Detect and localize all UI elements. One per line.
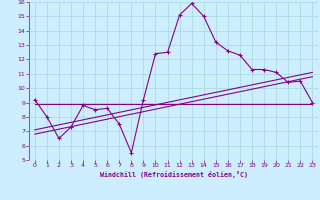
X-axis label: Windchill (Refroidissement éolien,°C): Windchill (Refroidissement éolien,°C) — [100, 171, 248, 178]
